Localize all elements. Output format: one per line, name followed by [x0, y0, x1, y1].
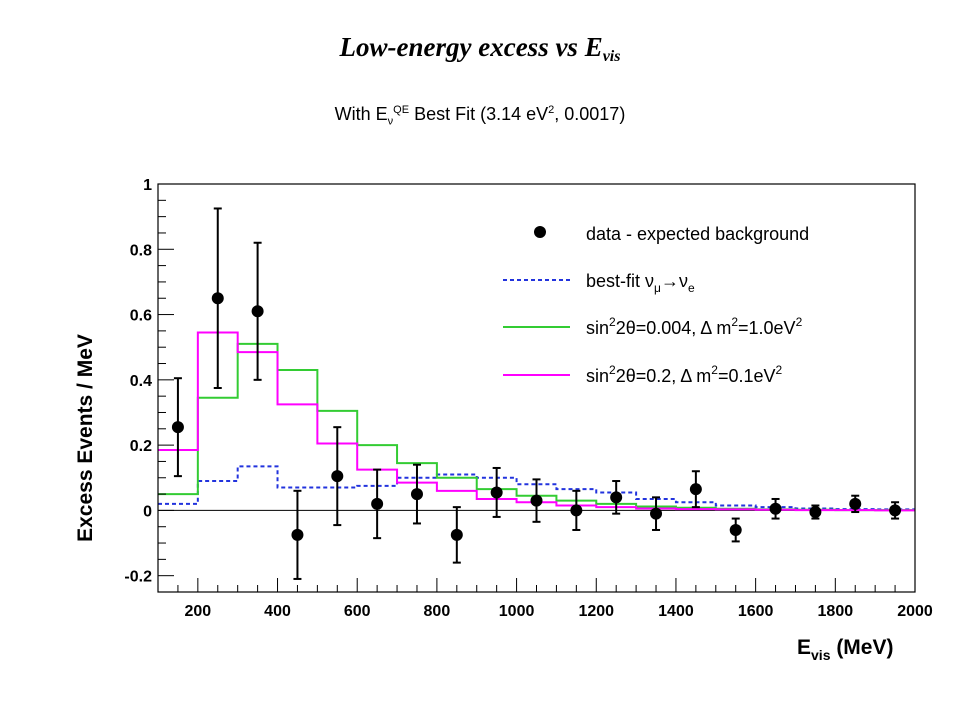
- x-axis-label-unit: (MeV): [830, 636, 893, 659]
- subtitle-post: , 0.0017): [554, 104, 626, 124]
- x-tick-label: 2000: [897, 603, 933, 620]
- legend-green-sup2: 2: [731, 315, 738, 329]
- y-axis-label: Excess Events / MeV: [74, 334, 97, 542]
- legend-magenta-sup1: 2: [609, 363, 616, 377]
- y-tick-label: 0.4: [130, 373, 152, 390]
- legend-label-green: sin22θ=0.004, Δ m2=1.0eV2: [586, 315, 803, 338]
- legend-magenta-mid2: =0.1eV: [718, 366, 776, 386]
- legend-bestfit-text: best-fit ν: [586, 271, 654, 291]
- legend-label-magenta: sin22θ=0.2, Δ m2=0.1eV2: [586, 363, 783, 386]
- legend-label-best-fit: best-fit νμ→νe: [586, 271, 695, 295]
- data-points-layer: [171, 207, 902, 580]
- legend-green-mid2: =1.0eV: [738, 318, 796, 338]
- plot-frame: [157, 183, 916, 593]
- series-line-best_fit: [158, 465, 915, 511]
- x-tick-label: 800: [424, 603, 451, 620]
- x-tick-label: 400: [264, 603, 291, 620]
- y-tick-label: 0: [143, 503, 152, 520]
- slide-title: Low-energy excess vs Evis: [0, 32, 960, 66]
- y-tick-label: 0.2: [130, 438, 152, 455]
- x-tick-label: 1800: [818, 603, 854, 620]
- data-point: [729, 523, 742, 536]
- x-tick-label: 600: [344, 603, 371, 620]
- legend: data - expected background best-fit νμ→ν…: [503, 224, 809, 386]
- legend-magenta-sup2: 2: [711, 363, 718, 377]
- slide-subtitle: With EνQE Best Fit (3.14 eV2, 0.0017): [0, 104, 960, 128]
- data-point: [809, 506, 822, 519]
- subtitle-nu: ν: [387, 115, 394, 128]
- y-tick-label: 1: [143, 177, 152, 194]
- legend-magenta-mid: 2θ=0.2, Δ m: [616, 366, 712, 386]
- legend-label-data: data - expected background: [586, 224, 809, 244]
- y-tick-label: 0.8: [130, 242, 152, 259]
- x-axis-label-main: E: [797, 636, 811, 659]
- data-point: [570, 504, 583, 517]
- title-subscript: vis: [602, 48, 621, 65]
- subtitle-pre: With E: [334, 104, 388, 124]
- subtitle-squared: 2: [548, 104, 555, 116]
- axis-ticks-layer: 200 400 600 800 1000 1200 1400 1600 1800 2000 -0.2…: [124, 177, 932, 620]
- legend-marker-data: [534, 226, 546, 238]
- series-line-magenta: [158, 331, 915, 512]
- x-tick-label: 1000: [499, 603, 535, 620]
- legend-bestfit-arrow: →: [661, 271, 679, 291]
- excess-events-chart: 200 400 600 800 1000 1200 1400 1600 1800 2000 -0.2…: [74, 177, 933, 663]
- x-tick-label: 1200: [578, 603, 614, 620]
- x-tick-label: 200: [184, 603, 211, 620]
- histogram-series-layer: [158, 331, 915, 512]
- data-point: [211, 292, 224, 305]
- legend-green-text: sin: [586, 318, 609, 338]
- legend-data-text: data - expected background: [586, 224, 809, 244]
- subtitle-mid: Best Fit (3.14 eV: [409, 104, 549, 124]
- data-point: [410, 488, 423, 501]
- legend-bestfit-sub1: μ: [654, 281, 661, 295]
- legend-magenta-sup3: 2: [776, 363, 783, 377]
- legend-bestfit-mid: ν: [679, 271, 688, 291]
- data-point: [849, 497, 862, 510]
- title-main: Low-energy excess vs E: [339, 32, 603, 62]
- data-point: [530, 494, 543, 507]
- data-point: [769, 502, 782, 515]
- y-tick-label: 0.6: [130, 308, 152, 325]
- legend-bestfit-sub2: e: [688, 281, 695, 295]
- data-point: [889, 504, 902, 517]
- data-point: [331, 470, 344, 483]
- legend-green-sup1: 2: [609, 315, 616, 329]
- data-point: [171, 421, 184, 434]
- data-point: [450, 528, 463, 541]
- legend-green-mid: 2θ=0.004, Δ m: [616, 318, 732, 338]
- data-point: [251, 305, 264, 318]
- y-tick-label: -0.2: [124, 569, 152, 586]
- data-point: [689, 483, 702, 496]
- data-point: [650, 507, 663, 520]
- subtitle-qe: QE: [393, 104, 410, 116]
- x-tick-label: 1600: [738, 603, 774, 620]
- data-point: [371, 497, 384, 510]
- legend-magenta-text: sin: [586, 366, 609, 386]
- legend-green-sup3: 2: [796, 315, 803, 329]
- data-point: [490, 486, 503, 499]
- x-tick-label: 1400: [658, 603, 694, 620]
- x-axis-label: Evis (MeV): [797, 636, 893, 663]
- data-point: [291, 528, 304, 541]
- x-axis-label-sub: vis: [811, 647, 831, 663]
- data-point: [610, 491, 623, 504]
